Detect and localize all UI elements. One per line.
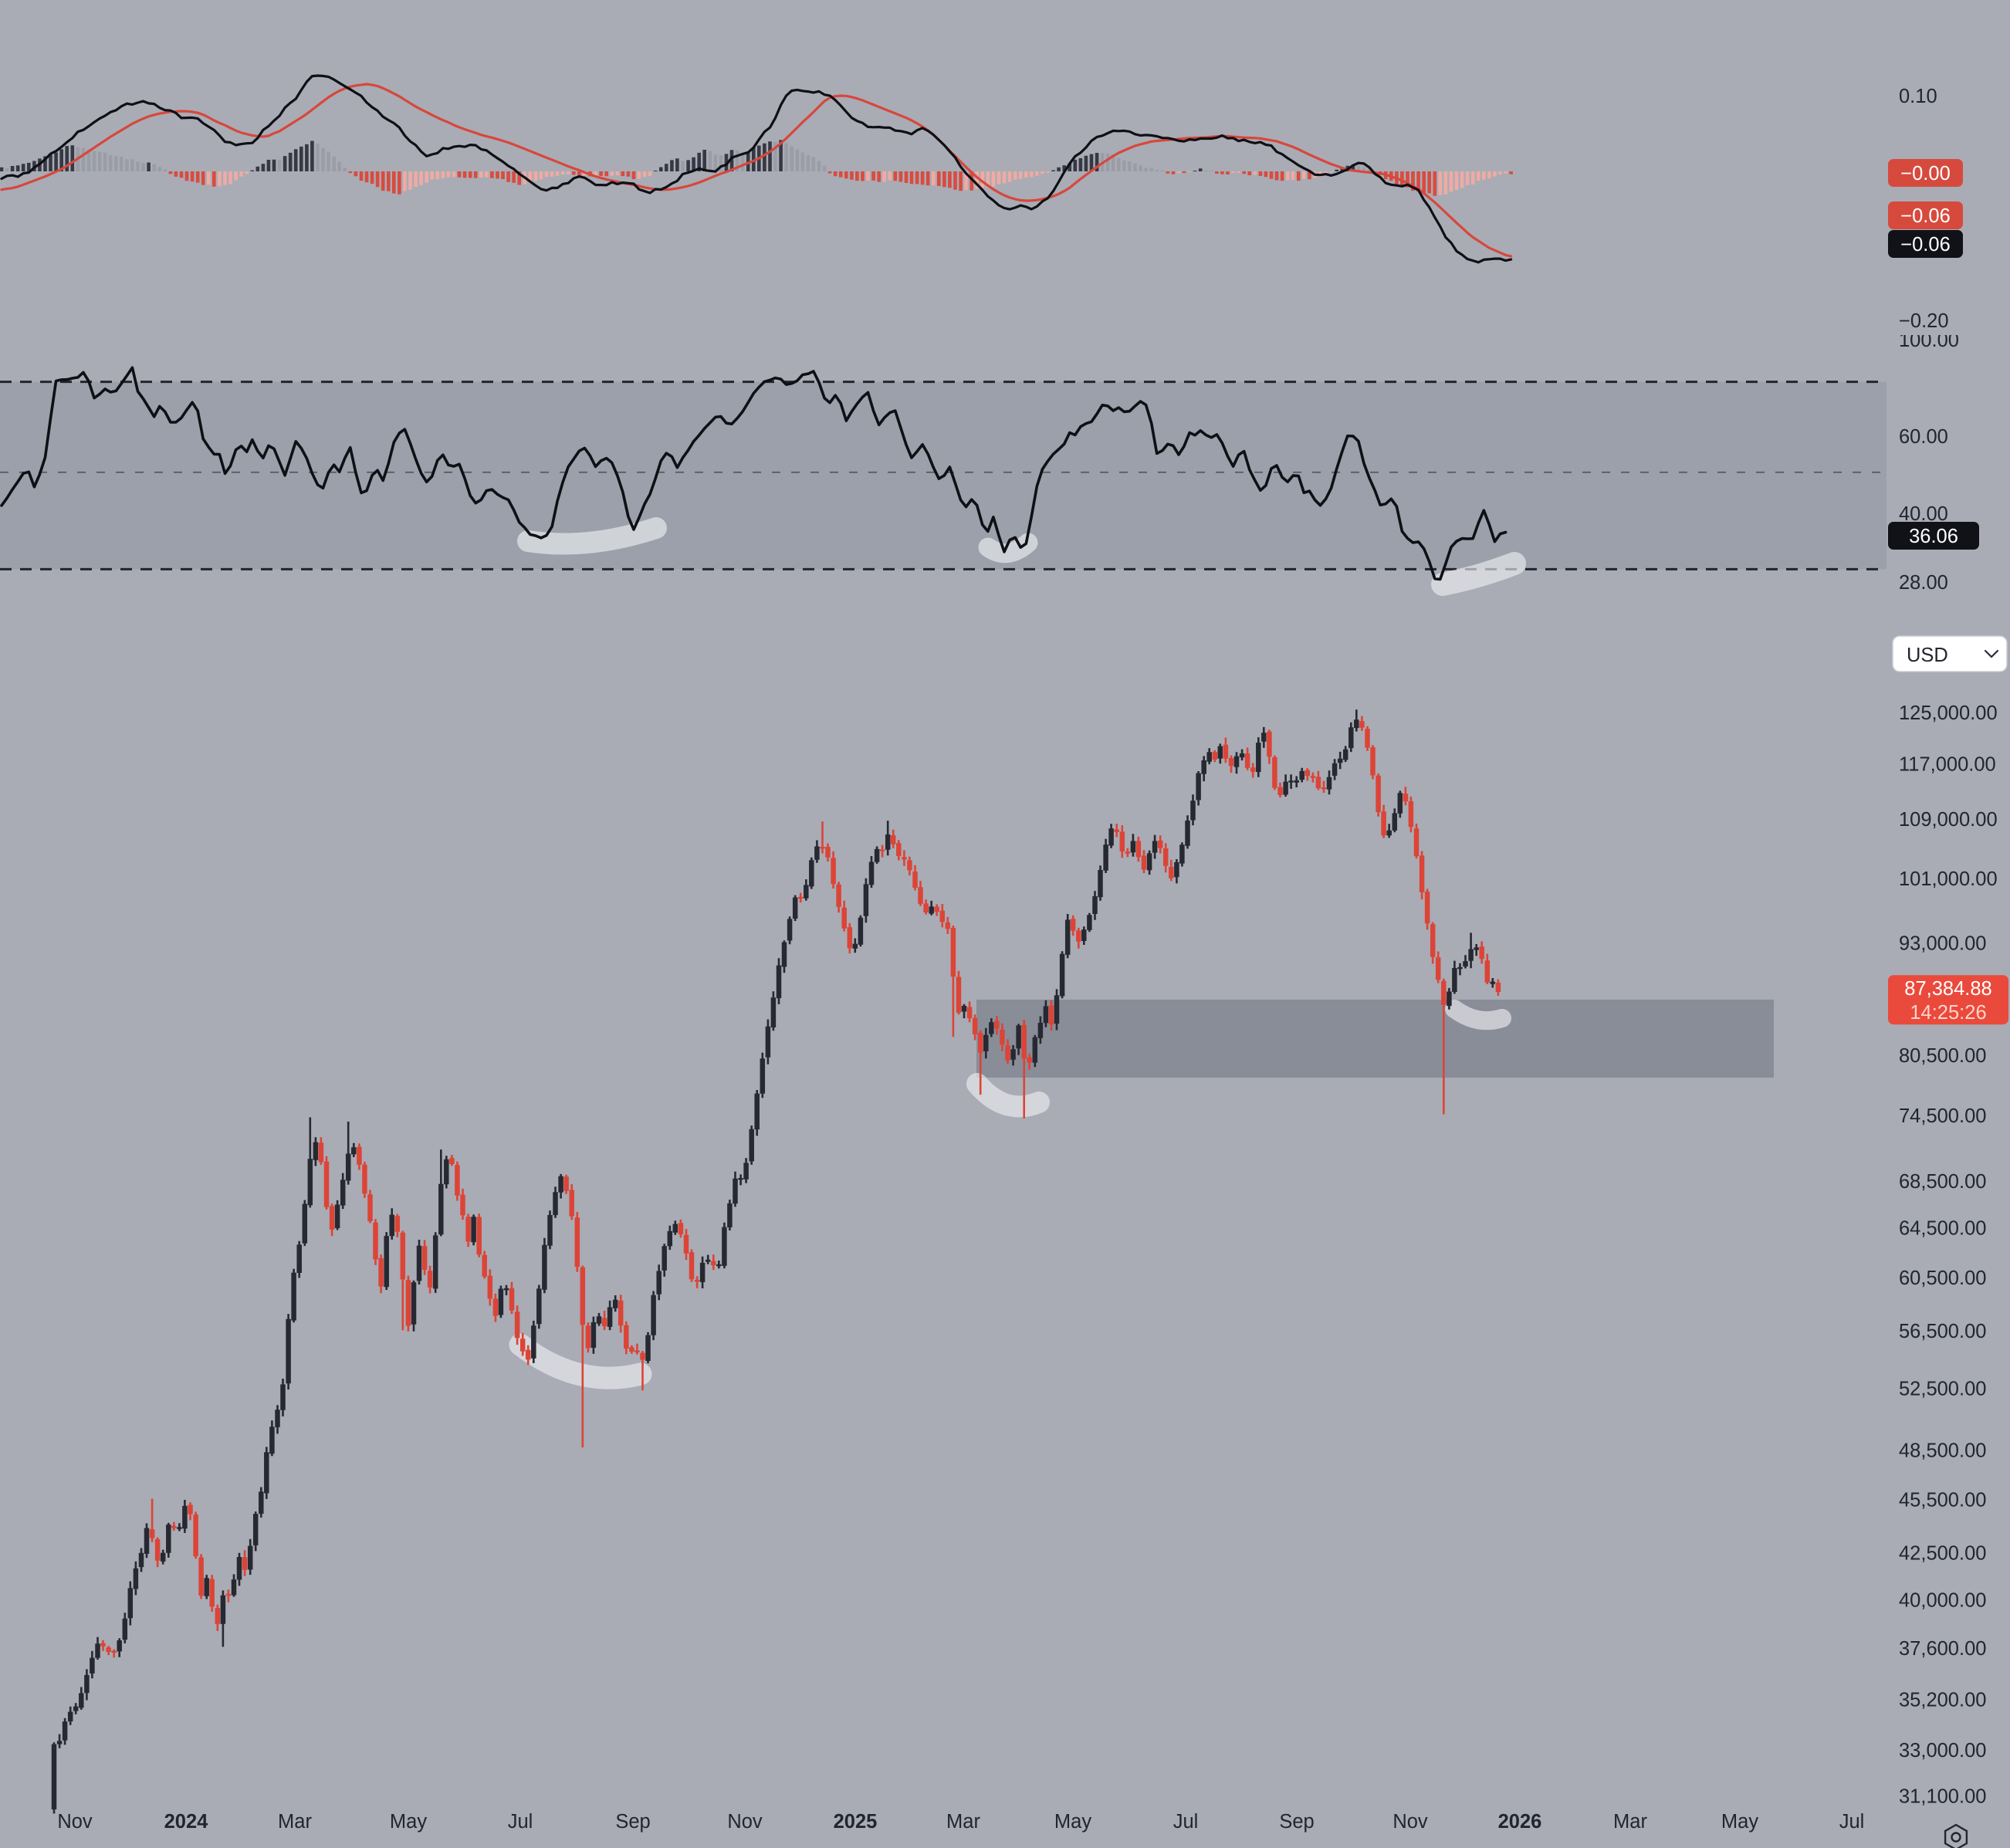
svg-text:Jul: Jul xyxy=(1173,1811,1199,1833)
svg-text:Nov: Nov xyxy=(57,1811,93,1833)
svg-text:80,500.00: 80,500.00 xyxy=(1899,1045,1986,1067)
svg-text:Jul: Jul xyxy=(1839,1811,1865,1833)
svg-text:117,000.00: 117,000.00 xyxy=(1899,754,1996,776)
svg-text:Mar: Mar xyxy=(946,1811,980,1833)
svg-text:93,000.00: 93,000.00 xyxy=(1899,932,1986,954)
svg-text:Mar: Mar xyxy=(1613,1811,1647,1833)
svg-text:−0.00: −0.00 xyxy=(1900,163,1951,184)
svg-text:−0.06: −0.06 xyxy=(1900,234,1951,256)
svg-text:64,500.00: 64,500.00 xyxy=(1899,1218,1986,1240)
svg-text:45,500.00: 45,500.00 xyxy=(1899,1490,1986,1511)
svg-text:May: May xyxy=(1054,1811,1091,1833)
svg-text:48,500.00: 48,500.00 xyxy=(1899,1440,1986,1461)
svg-text:Nov: Nov xyxy=(1392,1811,1428,1833)
svg-text:40.00: 40.00 xyxy=(1899,503,1948,525)
svg-text:68,500.00: 68,500.00 xyxy=(1899,1171,1986,1193)
svg-text:2026: 2026 xyxy=(1498,1811,1542,1833)
svg-text:Sep: Sep xyxy=(1279,1811,1314,1833)
svg-text:52,500.00: 52,500.00 xyxy=(1899,1378,1986,1400)
svg-text:109,000.00: 109,000.00 xyxy=(1899,809,1998,831)
svg-text:Jul: Jul xyxy=(508,1811,533,1833)
svg-text:Nov: Nov xyxy=(727,1811,763,1833)
svg-text:125,000.00: 125,000.00 xyxy=(1899,702,1998,724)
svg-text:36.06: 36.06 xyxy=(1909,526,1958,547)
svg-text:56,500.00: 56,500.00 xyxy=(1899,1321,1986,1342)
svg-text:100.00: 100.00 xyxy=(1899,330,1959,351)
svg-text:87,384.88: 87,384.88 xyxy=(1904,978,1991,1000)
svg-text:35,200.00: 35,200.00 xyxy=(1899,1690,1986,1711)
svg-text:60,500.00: 60,500.00 xyxy=(1899,1268,1986,1289)
svg-text:14:25:26: 14:25:26 xyxy=(1910,1002,1986,1024)
svg-text:31,100.00: 31,100.00 xyxy=(1899,1786,1986,1808)
svg-text:42,500.00: 42,500.00 xyxy=(1899,1543,1986,1565)
svg-text:33,000.00: 33,000.00 xyxy=(1899,1740,1986,1762)
svg-text:USD: USD xyxy=(1907,645,1948,666)
svg-text:74,500.00: 74,500.00 xyxy=(1899,1105,1986,1127)
svg-text:101,000.00: 101,000.00 xyxy=(1899,868,1998,890)
svg-text:37,600.00: 37,600.00 xyxy=(1899,1638,1986,1660)
svg-text:−0.06: −0.06 xyxy=(1900,205,1951,227)
svg-text:28.00: 28.00 xyxy=(1899,572,1948,594)
svg-text:40,000.00: 40,000.00 xyxy=(1899,1590,1986,1612)
svg-text:60.00: 60.00 xyxy=(1899,426,1948,448)
svg-text:−0.20: −0.20 xyxy=(1899,310,1949,332)
svg-text:2025: 2025 xyxy=(834,1811,878,1833)
svg-text:2024: 2024 xyxy=(164,1811,209,1833)
svg-text:May: May xyxy=(390,1811,427,1833)
svg-text:May: May xyxy=(1721,1811,1758,1833)
svg-text:Mar: Mar xyxy=(278,1811,312,1833)
svg-text:0.10: 0.10 xyxy=(1899,86,1937,107)
svg-text:Sep: Sep xyxy=(615,1811,650,1833)
